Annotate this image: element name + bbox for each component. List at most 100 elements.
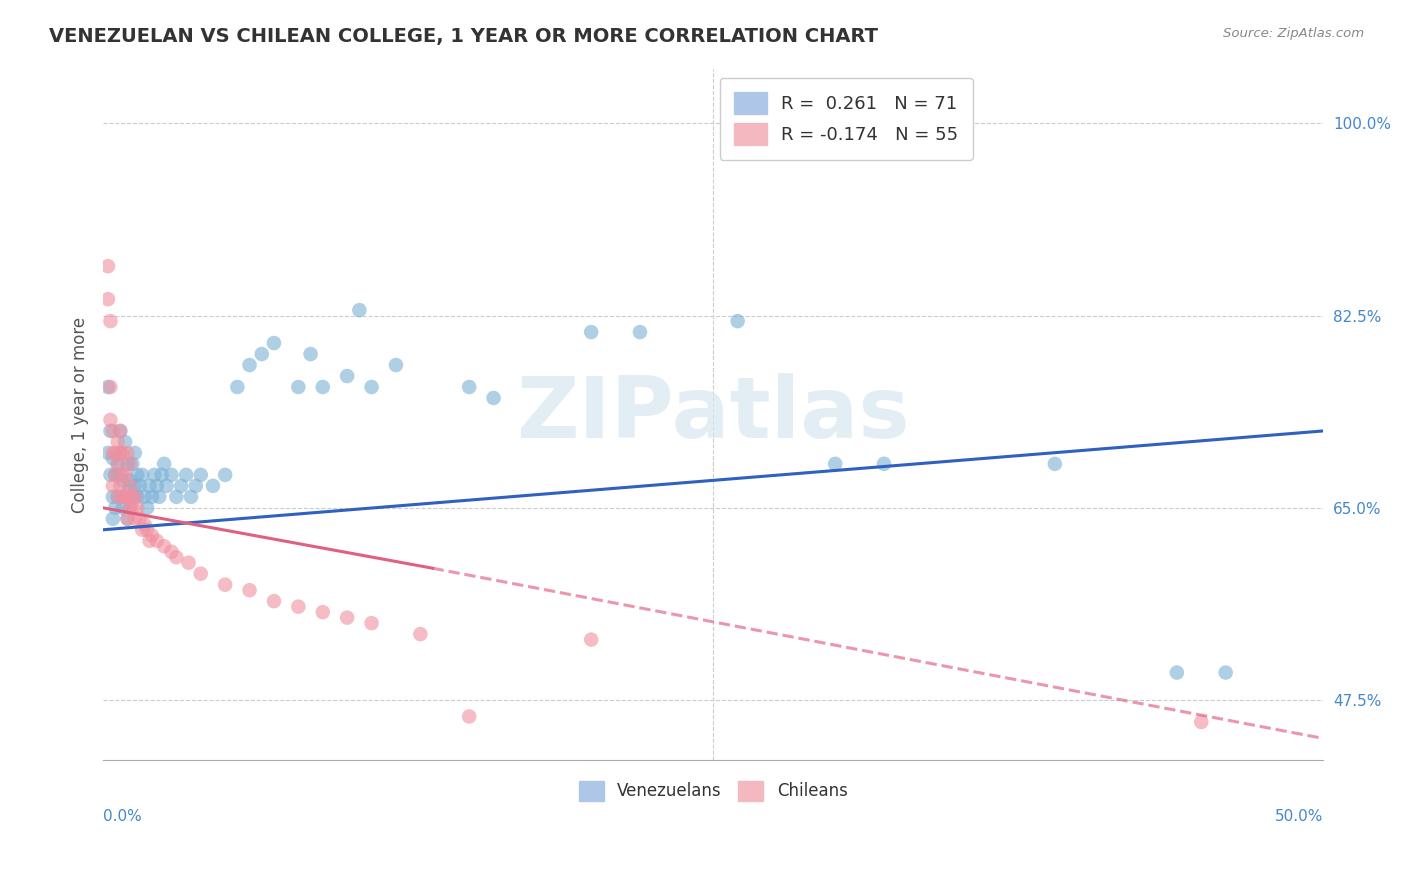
Point <box>104 467 127 482</box>
Point <box>101 512 124 526</box>
Point <box>180 490 202 504</box>
Text: Source: ZipAtlas.com: Source: ZipAtlas.com <box>1223 27 1364 40</box>
Point <box>312 380 335 394</box>
Point <box>287 380 309 394</box>
Point <box>111 467 134 482</box>
Point <box>238 583 260 598</box>
Point <box>148 490 170 504</box>
Point <box>134 517 156 532</box>
Point <box>107 457 129 471</box>
Point <box>121 457 143 471</box>
Point <box>108 479 131 493</box>
Point <box>155 479 177 493</box>
Point <box>121 500 143 515</box>
Point <box>824 457 846 471</box>
Point <box>100 380 122 394</box>
Point <box>385 358 408 372</box>
Y-axis label: College, 1 year or more: College, 1 year or more <box>72 317 89 513</box>
Point <box>134 490 156 504</box>
Point <box>101 451 124 466</box>
Point <box>124 479 146 493</box>
Point <box>360 380 382 394</box>
Point <box>114 490 136 504</box>
Point <box>118 479 141 493</box>
Point <box>117 490 139 504</box>
Point <box>104 467 127 482</box>
Point <box>111 500 134 515</box>
Point <box>100 314 122 328</box>
Point <box>114 467 136 482</box>
Point <box>100 467 122 482</box>
Point <box>117 512 139 526</box>
Point <box>117 446 139 460</box>
Point <box>150 467 173 482</box>
Text: VENEZUELAN VS CHILEAN COLLEGE, 1 YEAR OR MORE CORRELATION CHART: VENEZUELAN VS CHILEAN COLLEGE, 1 YEAR OR… <box>49 27 879 45</box>
Point <box>107 490 129 504</box>
Point <box>107 490 129 504</box>
Point <box>1043 457 1066 471</box>
Point <box>97 380 120 394</box>
Point <box>111 490 134 504</box>
Point <box>101 490 124 504</box>
Point <box>458 709 481 723</box>
Point <box>141 528 163 542</box>
Point <box>1189 714 1212 729</box>
Point <box>458 380 481 394</box>
Point <box>174 467 197 482</box>
Point <box>160 467 183 482</box>
Point <box>114 490 136 504</box>
Point <box>482 391 505 405</box>
Point <box>118 500 141 515</box>
Point <box>190 566 212 581</box>
Point <box>117 484 139 499</box>
Point <box>263 336 285 351</box>
Point <box>136 523 159 537</box>
Point <box>131 523 153 537</box>
Text: 0.0%: 0.0% <box>103 809 142 824</box>
Point <box>165 550 187 565</box>
Point <box>214 577 236 591</box>
Point <box>118 500 141 515</box>
Point <box>1215 665 1237 680</box>
Point <box>121 490 143 504</box>
Text: ZIPatlas: ZIPatlas <box>516 373 910 456</box>
Point <box>170 479 193 493</box>
Point <box>299 347 322 361</box>
Point <box>127 500 149 515</box>
Point <box>153 457 176 471</box>
Point <box>360 616 382 631</box>
Point <box>108 424 131 438</box>
Point <box>111 474 134 488</box>
Point <box>312 605 335 619</box>
Point <box>101 479 124 493</box>
Point <box>124 490 146 504</box>
Point <box>128 479 150 493</box>
Point <box>118 457 141 471</box>
Point <box>628 325 651 339</box>
Point <box>409 627 432 641</box>
Point <box>124 512 146 526</box>
Point <box>336 369 359 384</box>
Point <box>184 479 207 493</box>
Point <box>108 467 131 482</box>
Point <box>117 512 139 526</box>
Point <box>107 457 129 471</box>
Point <box>873 457 896 471</box>
Point <box>117 457 139 471</box>
Point <box>97 292 120 306</box>
Point <box>138 533 160 548</box>
Point <box>100 424 122 438</box>
Point <box>101 424 124 438</box>
Point <box>201 479 224 493</box>
Point <box>124 446 146 460</box>
Point <box>263 594 285 608</box>
Point <box>100 413 122 427</box>
Point <box>127 467 149 482</box>
Point <box>141 490 163 504</box>
Point <box>160 545 183 559</box>
Point <box>287 599 309 614</box>
Legend: Venezuelans, Chileans: Venezuelans, Chileans <box>565 767 860 814</box>
Point <box>226 380 249 394</box>
Point <box>214 467 236 482</box>
Point <box>146 533 169 548</box>
